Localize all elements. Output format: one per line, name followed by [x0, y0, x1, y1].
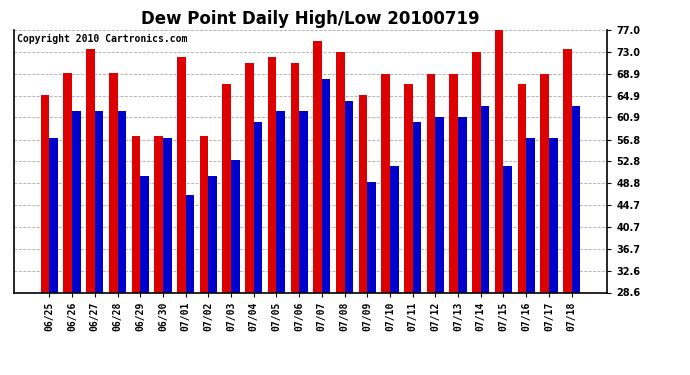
Bar [413, 122, 422, 292]
Bar [390, 166, 399, 292]
Bar [495, 30, 504, 292]
Bar [290, 63, 299, 292]
Bar [426, 74, 435, 292]
Bar [435, 117, 444, 292]
Bar [359, 95, 367, 292]
Bar [140, 176, 149, 292]
Bar [208, 176, 217, 292]
Bar [86, 49, 95, 292]
Title: Dew Point Daily High/Low 20100719: Dew Point Daily High/Low 20100719 [141, 10, 480, 28]
Bar [472, 52, 481, 292]
Bar [344, 100, 353, 292]
Bar [540, 74, 549, 292]
Bar [458, 117, 466, 292]
Bar [254, 122, 262, 292]
Bar [549, 138, 558, 292]
Bar [163, 138, 172, 292]
Bar [481, 106, 489, 292]
Bar [571, 106, 580, 292]
Bar [277, 111, 285, 292]
Bar [313, 41, 322, 292]
Bar [109, 74, 117, 292]
Bar [132, 136, 140, 292]
Bar [322, 79, 331, 292]
Bar [95, 111, 103, 292]
Bar [50, 138, 58, 292]
Bar [268, 57, 277, 292]
Bar [231, 160, 239, 292]
Bar [199, 136, 208, 292]
Bar [72, 111, 81, 292]
Bar [404, 84, 413, 292]
Bar [518, 84, 526, 292]
Bar [449, 74, 458, 292]
Bar [155, 136, 163, 292]
Bar [299, 111, 308, 292]
Text: Copyright 2010 Cartronics.com: Copyright 2010 Cartronics.com [17, 34, 187, 44]
Bar [41, 95, 50, 292]
Bar [563, 49, 571, 292]
Bar [177, 57, 186, 292]
Bar [526, 138, 535, 292]
Bar [336, 52, 344, 292]
Bar [504, 166, 512, 292]
Bar [367, 182, 376, 292]
Bar [186, 195, 195, 292]
Bar [382, 74, 390, 292]
Bar [222, 84, 231, 292]
Bar [245, 63, 254, 292]
Bar [117, 111, 126, 292]
Bar [63, 74, 72, 292]
